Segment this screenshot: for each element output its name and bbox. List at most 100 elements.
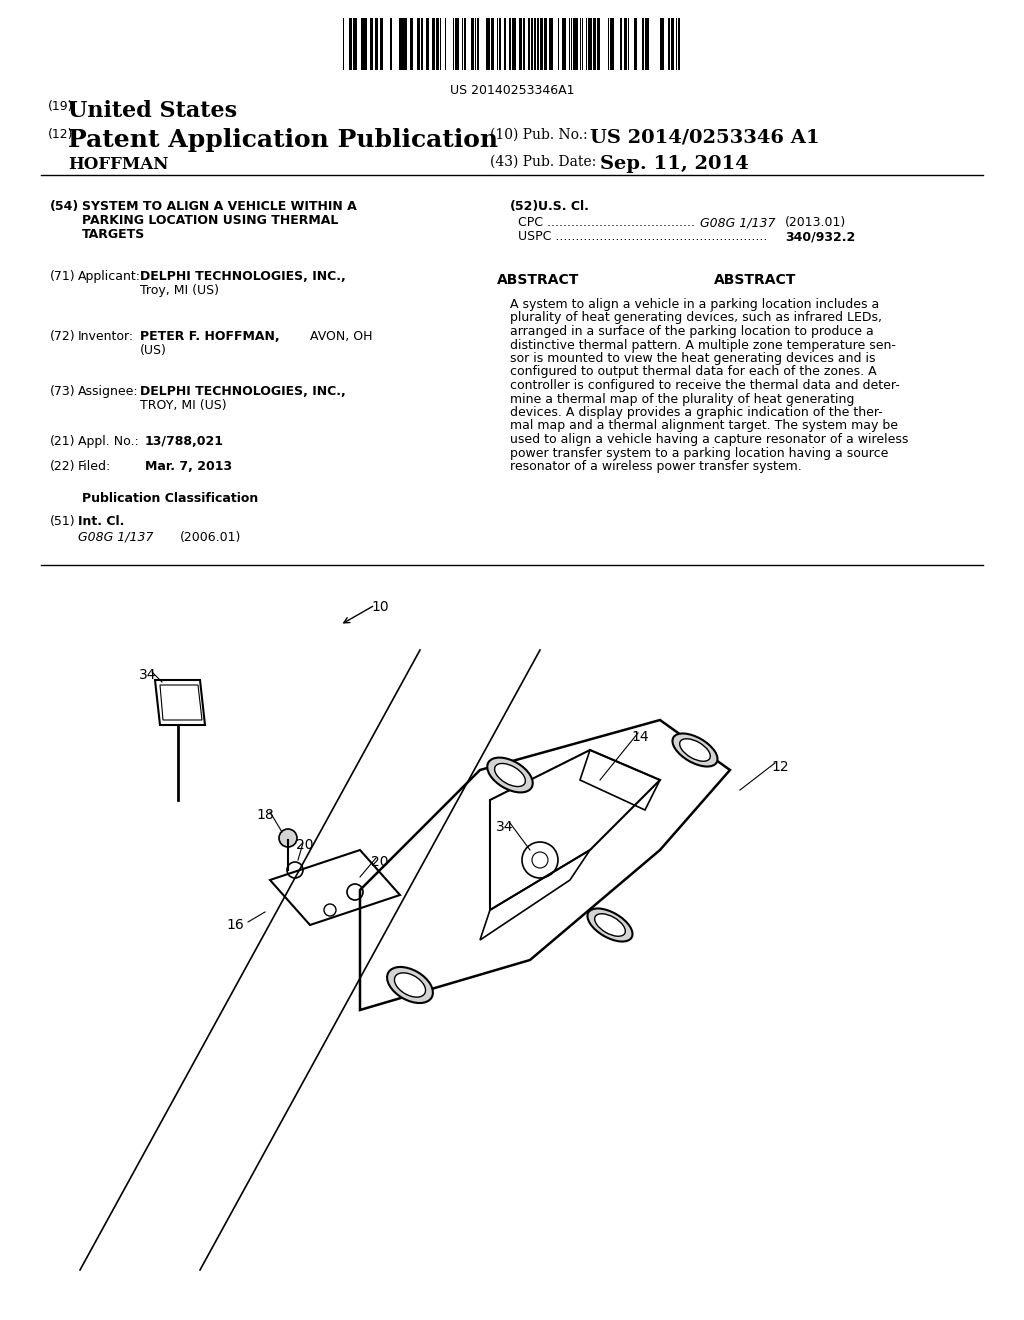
Ellipse shape (387, 968, 433, 1003)
Text: 16: 16 (226, 917, 244, 932)
Text: PETER F. HOFFMAN,: PETER F. HOFFMAN, (140, 330, 280, 343)
Text: (10) Pub. No.:: (10) Pub. No.: (490, 128, 588, 143)
Circle shape (279, 829, 297, 847)
Bar (375, 18, 378, 70)
Text: 20: 20 (372, 855, 389, 869)
Bar (514, 18, 516, 70)
Bar (678, 18, 680, 70)
Bar (519, 18, 522, 70)
Text: 13/788,021: 13/788,021 (145, 436, 224, 447)
Bar (593, 18, 596, 70)
Text: SYSTEM TO ALIGN A VEHICLE WITHIN A: SYSTEM TO ALIGN A VEHICLE WITHIN A (82, 201, 356, 213)
Text: (72): (72) (50, 330, 76, 343)
Text: Applicant:: Applicant: (78, 271, 141, 282)
Bar (477, 18, 479, 70)
Text: CPC .....................................: CPC ....................................… (518, 216, 695, 228)
Bar (361, 18, 364, 70)
Bar (370, 18, 373, 70)
Bar (464, 18, 466, 70)
Bar (472, 18, 474, 70)
Text: U.S. Cl.: U.S. Cl. (538, 201, 589, 213)
Text: DELPHI TECHNOLOGIES, INC.,: DELPHI TECHNOLOGIES, INC., (140, 385, 346, 399)
Bar (512, 18, 514, 70)
Ellipse shape (673, 734, 718, 767)
Text: power transfer system to a parking location having a source: power transfer system to a parking locat… (510, 446, 889, 459)
Text: (73): (73) (50, 385, 76, 399)
Text: Publication Classification: Publication Classification (82, 492, 258, 506)
Text: (54): (54) (50, 201, 79, 213)
Bar (390, 18, 392, 70)
Text: 340/932.2: 340/932.2 (785, 230, 855, 243)
Text: PARKING LOCATION USING THERMAL: PARKING LOCATION USING THERMAL (82, 214, 338, 227)
Text: (19): (19) (48, 100, 74, 114)
Text: sor is mounted to view the heat generating devices and is: sor is mounted to view the heat generati… (510, 352, 876, 366)
Text: (71): (71) (50, 271, 76, 282)
Bar (646, 18, 649, 70)
Bar (610, 18, 613, 70)
Bar (421, 18, 423, 70)
Bar (487, 18, 490, 70)
Bar (509, 18, 511, 70)
Bar (528, 18, 530, 70)
Bar (620, 18, 622, 70)
Text: US 2014/0253346 A1: US 2014/0253346 A1 (590, 128, 819, 147)
Bar (624, 18, 627, 70)
Ellipse shape (495, 763, 525, 787)
Bar (575, 18, 578, 70)
Ellipse shape (487, 758, 532, 792)
Bar (417, 18, 420, 70)
Bar (381, 18, 383, 70)
Text: US 20140253346A1: US 20140253346A1 (450, 84, 574, 96)
Text: ABSTRACT: ABSTRACT (497, 273, 580, 286)
Text: DELPHI TECHNOLOGIES, INC.,: DELPHI TECHNOLOGIES, INC., (140, 271, 346, 282)
Bar (531, 18, 532, 70)
Ellipse shape (394, 973, 426, 997)
Text: controller is configured to receive the thermal data and deter-: controller is configured to receive the … (510, 379, 900, 392)
Text: distinctive thermal pattern. A multiple zone temperature sen-: distinctive thermal pattern. A multiple … (510, 338, 896, 351)
Text: 12: 12 (771, 760, 788, 774)
Bar (660, 18, 663, 70)
Ellipse shape (595, 913, 626, 936)
Text: used to align a vehicle having a capture resonator of a wireless: used to align a vehicle having a capture… (510, 433, 908, 446)
Bar (671, 18, 674, 70)
Bar (354, 18, 357, 70)
Bar (589, 18, 592, 70)
Bar (597, 18, 600, 70)
Text: mal map and a thermal alignment target. The system may be: mal map and a thermal alignment target. … (510, 420, 898, 433)
Bar (456, 18, 459, 70)
Bar (504, 18, 506, 70)
Bar (410, 18, 413, 70)
Text: configured to output thermal data for each of the zones. A: configured to output thermal data for ea… (510, 366, 877, 379)
Bar (668, 18, 670, 70)
Bar (404, 18, 407, 70)
Bar (436, 18, 439, 70)
Text: Troy, MI (US): Troy, MI (US) (140, 284, 219, 297)
Text: (52): (52) (510, 201, 540, 213)
Bar (499, 18, 501, 70)
Bar (642, 18, 644, 70)
Bar (364, 18, 367, 70)
Text: United States: United States (68, 100, 238, 121)
Text: plurality of heat generating devices, such as infrared LEDs,: plurality of heat generating devices, su… (510, 312, 882, 325)
Text: AVON, OH: AVON, OH (310, 330, 373, 343)
Bar (534, 18, 536, 70)
Text: 18: 18 (256, 808, 273, 822)
Text: ABSTRACT: ABSTRACT (714, 273, 797, 286)
Text: Assignee:: Assignee: (78, 385, 138, 399)
Text: mine a thermal map of the plurality of heat generating: mine a thermal map of the plurality of h… (510, 392, 854, 405)
Bar (544, 18, 547, 70)
Bar (426, 18, 429, 70)
Text: Mar. 7, 2013: Mar. 7, 2013 (145, 459, 232, 473)
Text: resonator of a wireless power transfer system.: resonator of a wireless power transfer s… (510, 459, 802, 473)
Text: (43) Pub. Date:: (43) Pub. Date: (490, 154, 596, 169)
Text: G08G 1/137: G08G 1/137 (78, 531, 154, 544)
Text: 34: 34 (139, 668, 157, 682)
Bar (399, 18, 401, 70)
Text: Sep. 11, 2014: Sep. 11, 2014 (600, 154, 749, 173)
Bar (490, 18, 494, 70)
Text: TROY, MI (US): TROY, MI (US) (140, 399, 226, 412)
Bar (432, 18, 435, 70)
Bar (523, 18, 525, 70)
Text: Inventor:: Inventor: (78, 330, 134, 343)
Text: Appl. No.:: Appl. No.: (78, 436, 138, 447)
